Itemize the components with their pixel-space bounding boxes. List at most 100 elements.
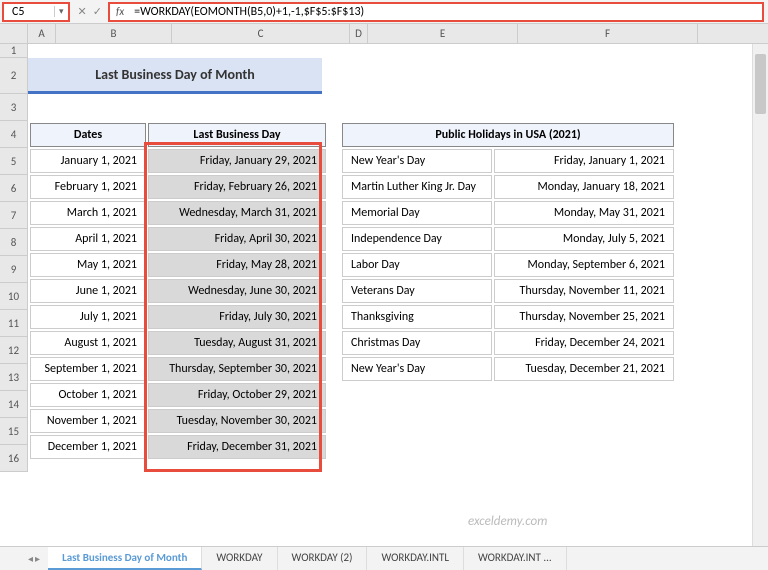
row-header[interactable]: 13 bbox=[0, 364, 28, 391]
col-header-b[interactable]: B bbox=[56, 24, 172, 43]
holiday-date-cell[interactable]: Thursday, November 11, 2021 bbox=[494, 279, 674, 303]
row-header[interactable]: 8 bbox=[0, 229, 28, 256]
lbd-cell[interactable]: Friday, May 28, 2021 bbox=[148, 253, 326, 277]
row-header[interactable]: 14 bbox=[0, 391, 28, 418]
holiday-name-cell[interactable]: Memorial Day bbox=[342, 201, 492, 225]
lbd-cell[interactable]: Friday, April 30, 2021 bbox=[148, 227, 326, 251]
holiday-date-cell[interactable]: Friday, December 24, 2021 bbox=[494, 331, 674, 355]
row-header[interactable]: 2 bbox=[0, 58, 28, 94]
vertical-scrollbar[interactable] bbox=[752, 44, 768, 546]
holiday-name-cell[interactable]: Labor Day bbox=[342, 253, 492, 277]
content-area[interactable]: Last Business Day of Month Dates Last Bu… bbox=[28, 44, 768, 472]
row-header[interactable]: 4 bbox=[0, 121, 28, 148]
col-header-a[interactable]: A bbox=[28, 24, 56, 43]
formula-input[interactable]: fx =WORKDAY(EOMONTH(B5,0)+1,-1,$F$5:$F$1… bbox=[108, 2, 764, 22]
name-box[interactable]: C5 ▾ bbox=[2, 2, 70, 22]
dates-header[interactable]: Dates bbox=[30, 123, 146, 147]
row-header[interactable]: 12 bbox=[0, 337, 28, 364]
holiday-date-cell[interactable]: Monday, July 5, 2021 bbox=[494, 227, 674, 251]
holiday-date-cell[interactable]: Monday, September 6, 2021 bbox=[494, 253, 674, 277]
date-cell[interactable]: August 1, 2021 bbox=[30, 331, 146, 355]
sheet-tab[interactable]: Last Business Day of Month bbox=[48, 547, 202, 570]
table-row[interactable]: September 1, 2021Thursday, September 30,… bbox=[30, 357, 326, 381]
holiday-name-cell[interactable]: Veterans Day bbox=[342, 279, 492, 303]
col-header-d[interactable]: D bbox=[350, 24, 368, 43]
col-header-f[interactable]: F bbox=[518, 24, 698, 43]
cancel-icon[interactable]: ✕ bbox=[78, 5, 87, 18]
holiday-name-cell[interactable]: Independence Day bbox=[342, 227, 492, 251]
scroll-thumb[interactable] bbox=[755, 54, 766, 114]
date-cell[interactable]: February 1, 2021 bbox=[30, 175, 146, 199]
select-all-corner[interactable] bbox=[0, 24, 28, 43]
table-row[interactable]: New Year's DayFriday, January 1, 2021 bbox=[342, 149, 674, 173]
col-header-e[interactable]: E bbox=[368, 24, 518, 43]
row-header[interactable]: 11 bbox=[0, 310, 28, 337]
date-cell[interactable]: January 1, 2021 bbox=[30, 149, 146, 173]
table-row[interactable]: December 1, 2021Friday, December 31, 202… bbox=[30, 435, 326, 459]
row-header[interactable]: 16 bbox=[0, 445, 28, 472]
table-row[interactable]: February 1, 2021Friday, February 26, 202… bbox=[30, 175, 326, 199]
holiday-name-cell[interactable]: New Year's Day bbox=[342, 149, 492, 173]
date-cell[interactable]: November 1, 2021 bbox=[30, 409, 146, 433]
table-row[interactable]: Independence DayMonday, July 5, 2021 bbox=[342, 227, 674, 251]
lbd-cell[interactable]: Thursday, September 30, 2021 bbox=[148, 357, 326, 381]
row-header[interactable]: 1 bbox=[0, 44, 28, 58]
table-row[interactable]: Christmas DayFriday, December 24, 2021 bbox=[342, 331, 674, 355]
sheet-tab[interactable]: WORKDAY (2) bbox=[278, 547, 368, 570]
lbd-cell[interactable]: Friday, July 30, 2021 bbox=[148, 305, 326, 329]
date-cell[interactable]: December 1, 2021 bbox=[30, 435, 146, 459]
holiday-date-cell[interactable]: Tuesday, December 21, 2021 bbox=[494, 357, 674, 381]
chevron-down-icon[interactable]: ▾ bbox=[54, 6, 68, 17]
lbd-cell[interactable]: Wednesday, June 30, 2021 bbox=[148, 279, 326, 303]
row-header[interactable]: 5 bbox=[0, 148, 28, 175]
table-row[interactable]: ThanksgivingThursday, November 25, 2021 bbox=[342, 305, 674, 329]
table-row[interactable]: April 1, 2021Friday, April 30, 2021 bbox=[30, 227, 326, 251]
lbd-header[interactable]: Last Business Day bbox=[148, 123, 326, 147]
table-row[interactable]: June 1, 2021Wednesday, June 30, 2021 bbox=[30, 279, 326, 303]
lbd-cell[interactable]: Friday, February 26, 2021 bbox=[148, 175, 326, 199]
row-header[interactable]: 10 bbox=[0, 283, 28, 310]
tab-prev-icon[interactable]: ◂ bbox=[28, 552, 33, 565]
fx-icon[interactable]: fx bbox=[110, 5, 130, 18]
table-row[interactable]: May 1, 2021Friday, May 28, 2021 bbox=[30, 253, 326, 277]
holiday-name-cell[interactable]: New Year's Day bbox=[342, 357, 492, 381]
holiday-date-cell[interactable]: Thursday, November 25, 2021 bbox=[494, 305, 674, 329]
table-row[interactable]: Martin Luther King Jr. DayMonday, Januar… bbox=[342, 175, 674, 199]
table-row[interactable]: New Year's DayTuesday, December 21, 2021 bbox=[342, 357, 674, 381]
table-row[interactable]: Veterans DayThursday, November 11, 2021 bbox=[342, 279, 674, 303]
col-header-c[interactable]: C bbox=[172, 24, 350, 43]
date-cell[interactable]: June 1, 2021 bbox=[30, 279, 146, 303]
table-row[interactable]: March 1, 2021Wednesday, March 31, 2021 bbox=[30, 201, 326, 225]
lbd-cell[interactable]: Friday, January 29, 2021 bbox=[148, 149, 326, 173]
lbd-cell[interactable]: Friday, December 31, 2021 bbox=[148, 435, 326, 459]
holiday-date-cell[interactable]: Monday, January 18, 2021 bbox=[494, 175, 674, 199]
row-header[interactable]: 9 bbox=[0, 256, 28, 283]
sheet-tab[interactable]: WORKDAY.INT ... bbox=[464, 547, 567, 570]
row-header[interactable]: 7 bbox=[0, 202, 28, 229]
holiday-name-cell[interactable]: Martin Luther King Jr. Day bbox=[342, 175, 492, 199]
holiday-date-cell[interactable]: Monday, May 31, 2021 bbox=[494, 201, 674, 225]
row-header[interactable]: 15 bbox=[0, 418, 28, 445]
holiday-name-cell[interactable]: Thanksgiving bbox=[342, 305, 492, 329]
lbd-cell[interactable]: Tuesday, November 30, 2021 bbox=[148, 409, 326, 433]
date-cell[interactable]: July 1, 2021 bbox=[30, 305, 146, 329]
table-row[interactable]: November 1, 2021Tuesday, November 30, 20… bbox=[30, 409, 326, 433]
date-cell[interactable]: March 1, 2021 bbox=[30, 201, 146, 225]
table-row[interactable]: Memorial DayMonday, May 31, 2021 bbox=[342, 201, 674, 225]
table-row[interactable]: August 1, 2021Tuesday, August 31, 2021 bbox=[30, 331, 326, 355]
table-row[interactable]: July 1, 2021Friday, July 30, 2021 bbox=[30, 305, 326, 329]
table-row[interactable]: Labor DayMonday, September 6, 2021 bbox=[342, 253, 674, 277]
table-row[interactable]: October 1, 2021Friday, October 29, 2021 bbox=[30, 383, 326, 407]
tab-next-icon[interactable]: ▸ bbox=[35, 552, 40, 565]
row-header[interactable]: 6 bbox=[0, 175, 28, 202]
holiday-date-cell[interactable]: Friday, January 1, 2021 bbox=[494, 149, 674, 173]
sheet-tab[interactable]: WORKDAY.INTL bbox=[367, 547, 464, 570]
lbd-cell[interactable]: Wednesday, March 31, 2021 bbox=[148, 201, 326, 225]
date-cell[interactable]: May 1, 2021 bbox=[30, 253, 146, 277]
sheet-tab[interactable]: WORKDAY bbox=[202, 547, 277, 570]
holiday-name-cell[interactable]: Christmas Day bbox=[342, 331, 492, 355]
enter-icon[interactable]: ✓ bbox=[93, 5, 102, 18]
lbd-cell[interactable]: Friday, October 29, 2021 bbox=[148, 383, 326, 407]
table-row[interactable]: January 1, 2021Friday, January 29, 2021 bbox=[30, 149, 326, 173]
lbd-cell[interactable]: Tuesday, August 31, 2021 bbox=[148, 331, 326, 355]
